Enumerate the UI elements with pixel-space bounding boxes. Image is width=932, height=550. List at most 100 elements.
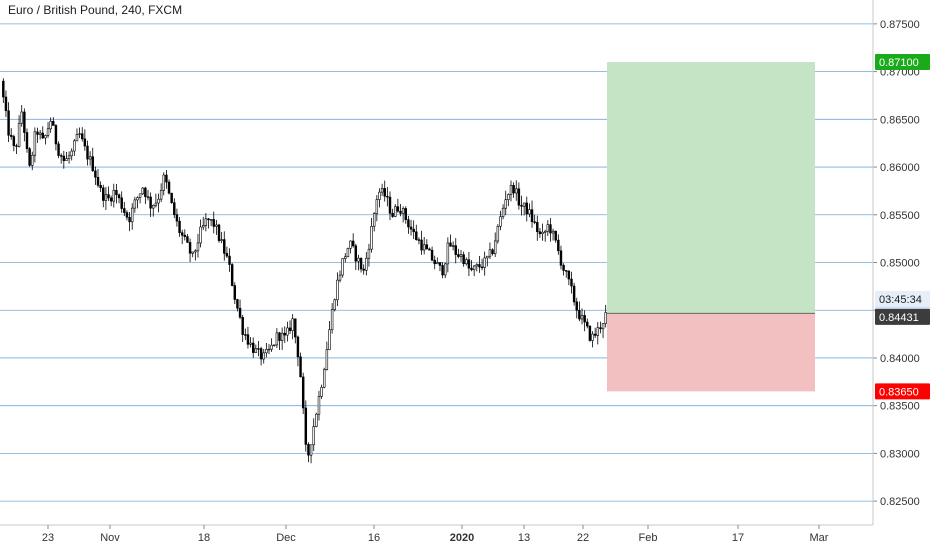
candle-body [512,184,515,194]
candle-body [383,188,386,197]
candle-body [120,197,123,209]
candle-body [515,188,518,194]
candle-body [167,181,171,194]
candle-body [17,122,21,147]
time-tick-label: Feb [639,532,658,544]
candle-body [501,207,505,217]
candle-body [273,344,276,347]
candle-body [565,270,568,272]
candle-body [586,321,589,327]
candle-body [283,332,286,336]
candle-body [504,199,507,209]
candle-body [70,150,73,157]
profit-zone[interactable] [607,62,815,314]
candle-body [233,285,237,300]
candle-body [31,154,34,166]
candle-body [349,240,352,249]
candle-body [196,242,200,252]
candle-body [133,199,137,209]
candle-body [107,194,110,199]
time-tick-label: 16 [368,532,380,544]
candle-body [225,253,229,257]
time-axis-labels[interactable]: 23 Nov 18 Dec 16 2020 13 22 Feb 17 Mar [42,525,829,544]
candle-body [244,334,247,336]
candle-body [73,140,76,152]
candle-body [372,213,376,227]
candle-body [220,239,223,241]
candle-body [441,265,444,276]
candle-body [320,386,323,397]
candle-body [307,444,310,456]
candle-body [96,176,100,186]
candle-body [567,270,571,280]
candle-body [478,264,481,268]
candle-body [541,231,544,235]
candle-body [525,202,528,215]
candle-body [246,334,250,345]
candle-body [215,224,218,227]
candle-body [491,249,494,254]
candle-body [199,226,202,244]
candle-body [346,248,350,258]
candle-body [41,132,44,139]
candle-body [104,194,108,201]
stop-zone[interactable] [607,313,815,392]
candle-body [546,224,550,232]
candle-body [209,219,213,221]
candle-series [2,78,607,464]
price-tick-label: 0.83000 [880,448,920,460]
candle-body [202,225,205,228]
candle-body [593,333,597,336]
candle-body [25,132,29,149]
candle-body [146,196,150,198]
candle-body [412,228,415,233]
candle-body [433,259,436,265]
candle-body [36,131,39,135]
candle-body [152,204,155,209]
candle-body [259,348,263,360]
candle-body [191,251,194,254]
candle-body [91,156,94,172]
candle-body [265,349,268,354]
candle-body [365,257,368,271]
candle-body [46,128,50,136]
candle-body [138,193,142,198]
candle-body [78,133,81,135]
time-tick-label: 17 [732,532,744,544]
price-tick-label: 0.86500 [880,114,920,126]
candle-body [207,218,210,221]
candle-body [280,332,284,341]
candle-body [480,266,484,269]
candle-body [59,155,63,157]
price-tick-label: 0.83500 [880,401,920,413]
candle-body [399,210,402,214]
candle-body [154,202,158,206]
candle-body [336,279,339,301]
candle-body [517,188,521,206]
candle-body [125,212,129,218]
candle-body [4,96,8,112]
candle-body [370,225,373,250]
price-tick-label: 0.87500 [880,19,920,31]
candle-body [212,219,215,227]
candle-body [354,245,358,262]
position-zones[interactable] [607,62,815,392]
candle-body [315,413,318,427]
candle-body [436,262,439,265]
candle-body [428,248,431,251]
candle-body [286,327,289,336]
candle-body [404,208,407,220]
candle-body [438,262,442,266]
candle-body [328,329,331,350]
candle-body [251,342,255,353]
candle-body [391,212,394,217]
candle-body [507,194,510,201]
candle-body [144,187,147,197]
stop-badge [875,383,930,400]
candle-body [49,120,52,130]
candle-body [309,444,313,456]
candle-body [312,426,315,446]
candle-body [180,232,184,236]
